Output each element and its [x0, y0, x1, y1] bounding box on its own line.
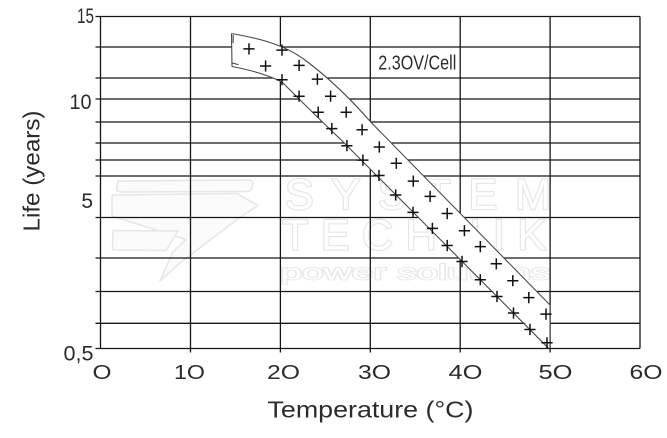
svg-text:15: 15 [77, 5, 94, 28]
svg-text:5: 5 [81, 190, 93, 213]
svg-text:4O: 4O [449, 362, 483, 384]
svg-text:1O: 1O [174, 362, 205, 384]
svg-text:0,5: 0,5 [64, 343, 94, 366]
svg-text:Temperature (°C): Temperature (°C) [268, 397, 474, 423]
svg-text:10: 10 [70, 91, 92, 114]
svg-text:TECHNIK: TECHNIK [282, 212, 559, 260]
svg-text:2O: 2O [267, 362, 300, 384]
svg-text:5O: 5O [539, 362, 573, 384]
svg-text:3O: 3O [358, 362, 391, 384]
svg-text:Life (years): Life (years) [19, 111, 45, 232]
svg-text:2.3OV/Cell: 2.3OV/Cell [378, 53, 456, 75]
svg-text:O: O [93, 362, 112, 384]
svg-text:6O: 6O [630, 362, 663, 384]
